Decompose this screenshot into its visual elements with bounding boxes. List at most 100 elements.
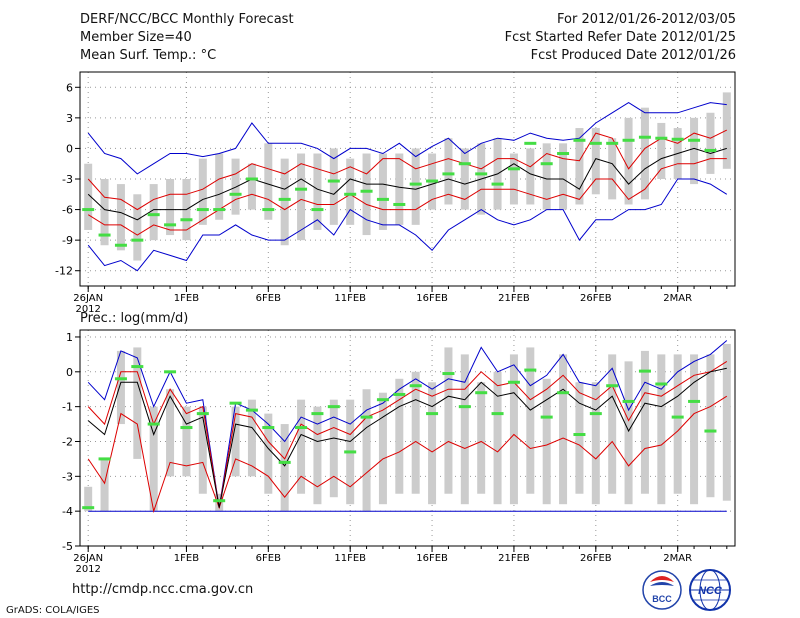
temp-range-box <box>84 163 93 230</box>
prec-range-box <box>182 406 191 477</box>
prec-range-box <box>362 389 371 512</box>
prec-obs-marker <box>573 433 586 437</box>
temp-obs-marker <box>409 182 422 186</box>
prec-range-box <box>428 382 437 505</box>
prec-obs-marker <box>360 415 373 419</box>
temp-obs-marker <box>442 172 455 176</box>
temp-obs-marker <box>589 141 602 145</box>
temp-obs-marker <box>655 136 668 140</box>
temp-obs-marker <box>278 197 291 201</box>
prec-y-tick-label: -2 <box>62 435 73 448</box>
prec-range-box <box>509 354 518 505</box>
temp-x-tick-label: 21FEB <box>498 293 530 304</box>
produced-date: Fcst Produced Date 2012/01/26 <box>530 48 736 63</box>
temp-range-box <box>444 138 453 205</box>
prec-obs-marker <box>393 392 406 396</box>
temp-line-q3 <box>87 129 728 211</box>
refer-date: Fcst Started Refer Date 2012/01/25 <box>504 30 736 45</box>
prec-obs-marker <box>229 401 242 405</box>
temp-range-box <box>378 153 387 230</box>
prec-x-tick-label: 6FEB <box>256 553 281 564</box>
temp-range-box <box>559 143 568 210</box>
prec-obs-marker <box>638 369 651 373</box>
temp-range-box <box>575 128 584 205</box>
member-size-label: Member Size=40 <box>80 30 192 45</box>
prec-obs-marker <box>180 426 193 430</box>
temp-range-box <box>313 153 322 230</box>
temperature-variable-label: Mean Surf. Temp.: °C <box>80 48 217 63</box>
prec-line-q3 <box>87 360 728 508</box>
prec-obs-marker <box>557 391 570 395</box>
prec-range-box <box>673 354 682 494</box>
prec-x-year-label: 2012 <box>75 564 100 575</box>
prec-obs-marker <box>475 391 488 395</box>
prec-range-box <box>460 354 469 505</box>
temp-line-max <box>87 102 727 175</box>
prec-range-box <box>640 350 649 494</box>
prec-obs-marker <box>688 399 701 403</box>
temp-obs-marker <box>688 138 701 142</box>
prec-y-tick-label: 1 <box>66 331 73 344</box>
temp-range-box <box>591 128 600 195</box>
prec-range-box <box>149 406 158 512</box>
prec-obs-marker <box>213 499 226 503</box>
ncc-logo: NCC <box>689 569 731 611</box>
prec-y-tick-label: -1 <box>62 401 73 414</box>
prec-line-median <box>87 367 727 508</box>
prec-obs-marker <box>114 377 127 381</box>
temp-range-box <box>166 179 175 236</box>
prec-obs-marker <box>376 398 389 402</box>
prec-x-tick-label: 11FEB <box>334 553 366 564</box>
temp-x-tick-label: 11FEB <box>334 293 366 304</box>
prec-obs-marker <box>262 426 275 430</box>
temp-obs-marker <box>557 152 570 156</box>
prec-obs-marker <box>327 405 340 409</box>
prec-obs-marker <box>704 429 717 433</box>
precip-variable-label: Prec.: log(mm/d) <box>80 311 189 326</box>
temp-obs-marker <box>213 208 226 212</box>
bcc-logo-text: BCC <box>652 594 672 604</box>
prec-obs-marker <box>458 405 471 409</box>
prec-range-box <box>378 392 387 505</box>
temp-x-tick-label: 26FEB <box>580 293 612 304</box>
prec-y-tick-label: -3 <box>62 470 73 483</box>
temp-range-box <box>411 148 420 225</box>
prec-obs-marker <box>131 365 144 369</box>
temp-obs-marker <box>229 192 242 196</box>
prec-y-tick-label: -4 <box>62 505 73 518</box>
prec-range-box <box>493 371 502 505</box>
prec-line-q1 <box>87 395 728 514</box>
temp-y-tick-label: -12 <box>55 265 73 278</box>
prec-obs-marker <box>426 412 439 416</box>
prec-range-box <box>215 493 224 512</box>
temperature-chart: -12 -9 -6 -3 0 3 6 26JAN 1FEB 6FEB 11FEB 16FEB 21FEB… <box>55 71 736 315</box>
prec-x-tick-label: 1FEB <box>174 553 199 564</box>
prec-range-box <box>297 399 306 494</box>
prec-obs-marker <box>589 412 602 416</box>
prec-obs-marker <box>622 399 635 403</box>
prec-obs-marker <box>147 422 160 426</box>
prec-range-box <box>690 354 699 505</box>
temp-range-box <box>608 138 617 200</box>
temp-obs-marker <box>524 141 537 145</box>
temp-plot-frame <box>79 71 736 287</box>
ncc-logo-text: NCC <box>698 585 723 597</box>
prec-range-box <box>166 389 175 477</box>
temp-obs-marker <box>245 177 258 181</box>
temp-range-box <box>215 153 224 220</box>
temp-obs-marker <box>114 243 127 247</box>
prec-obs-marker <box>671 415 684 419</box>
prec-y-tick-label: -5 <box>62 540 73 553</box>
temp-obs-marker <box>638 135 651 139</box>
temp-y-tick-label: -9 <box>62 234 73 247</box>
temp-range-box <box>395 153 404 225</box>
prec-obs-marker <box>655 382 668 386</box>
temp-y-tick-label: -6 <box>62 204 73 217</box>
prec-obs-marker <box>540 415 553 419</box>
prec-range-box <box>313 406 322 505</box>
source-url[interactable]: http://cmdp.ncc.cma.gov.cn <box>72 582 254 597</box>
temp-obs-marker <box>164 223 177 227</box>
temp-obs-marker <box>98 233 111 237</box>
temp-line-median <box>87 147 727 221</box>
